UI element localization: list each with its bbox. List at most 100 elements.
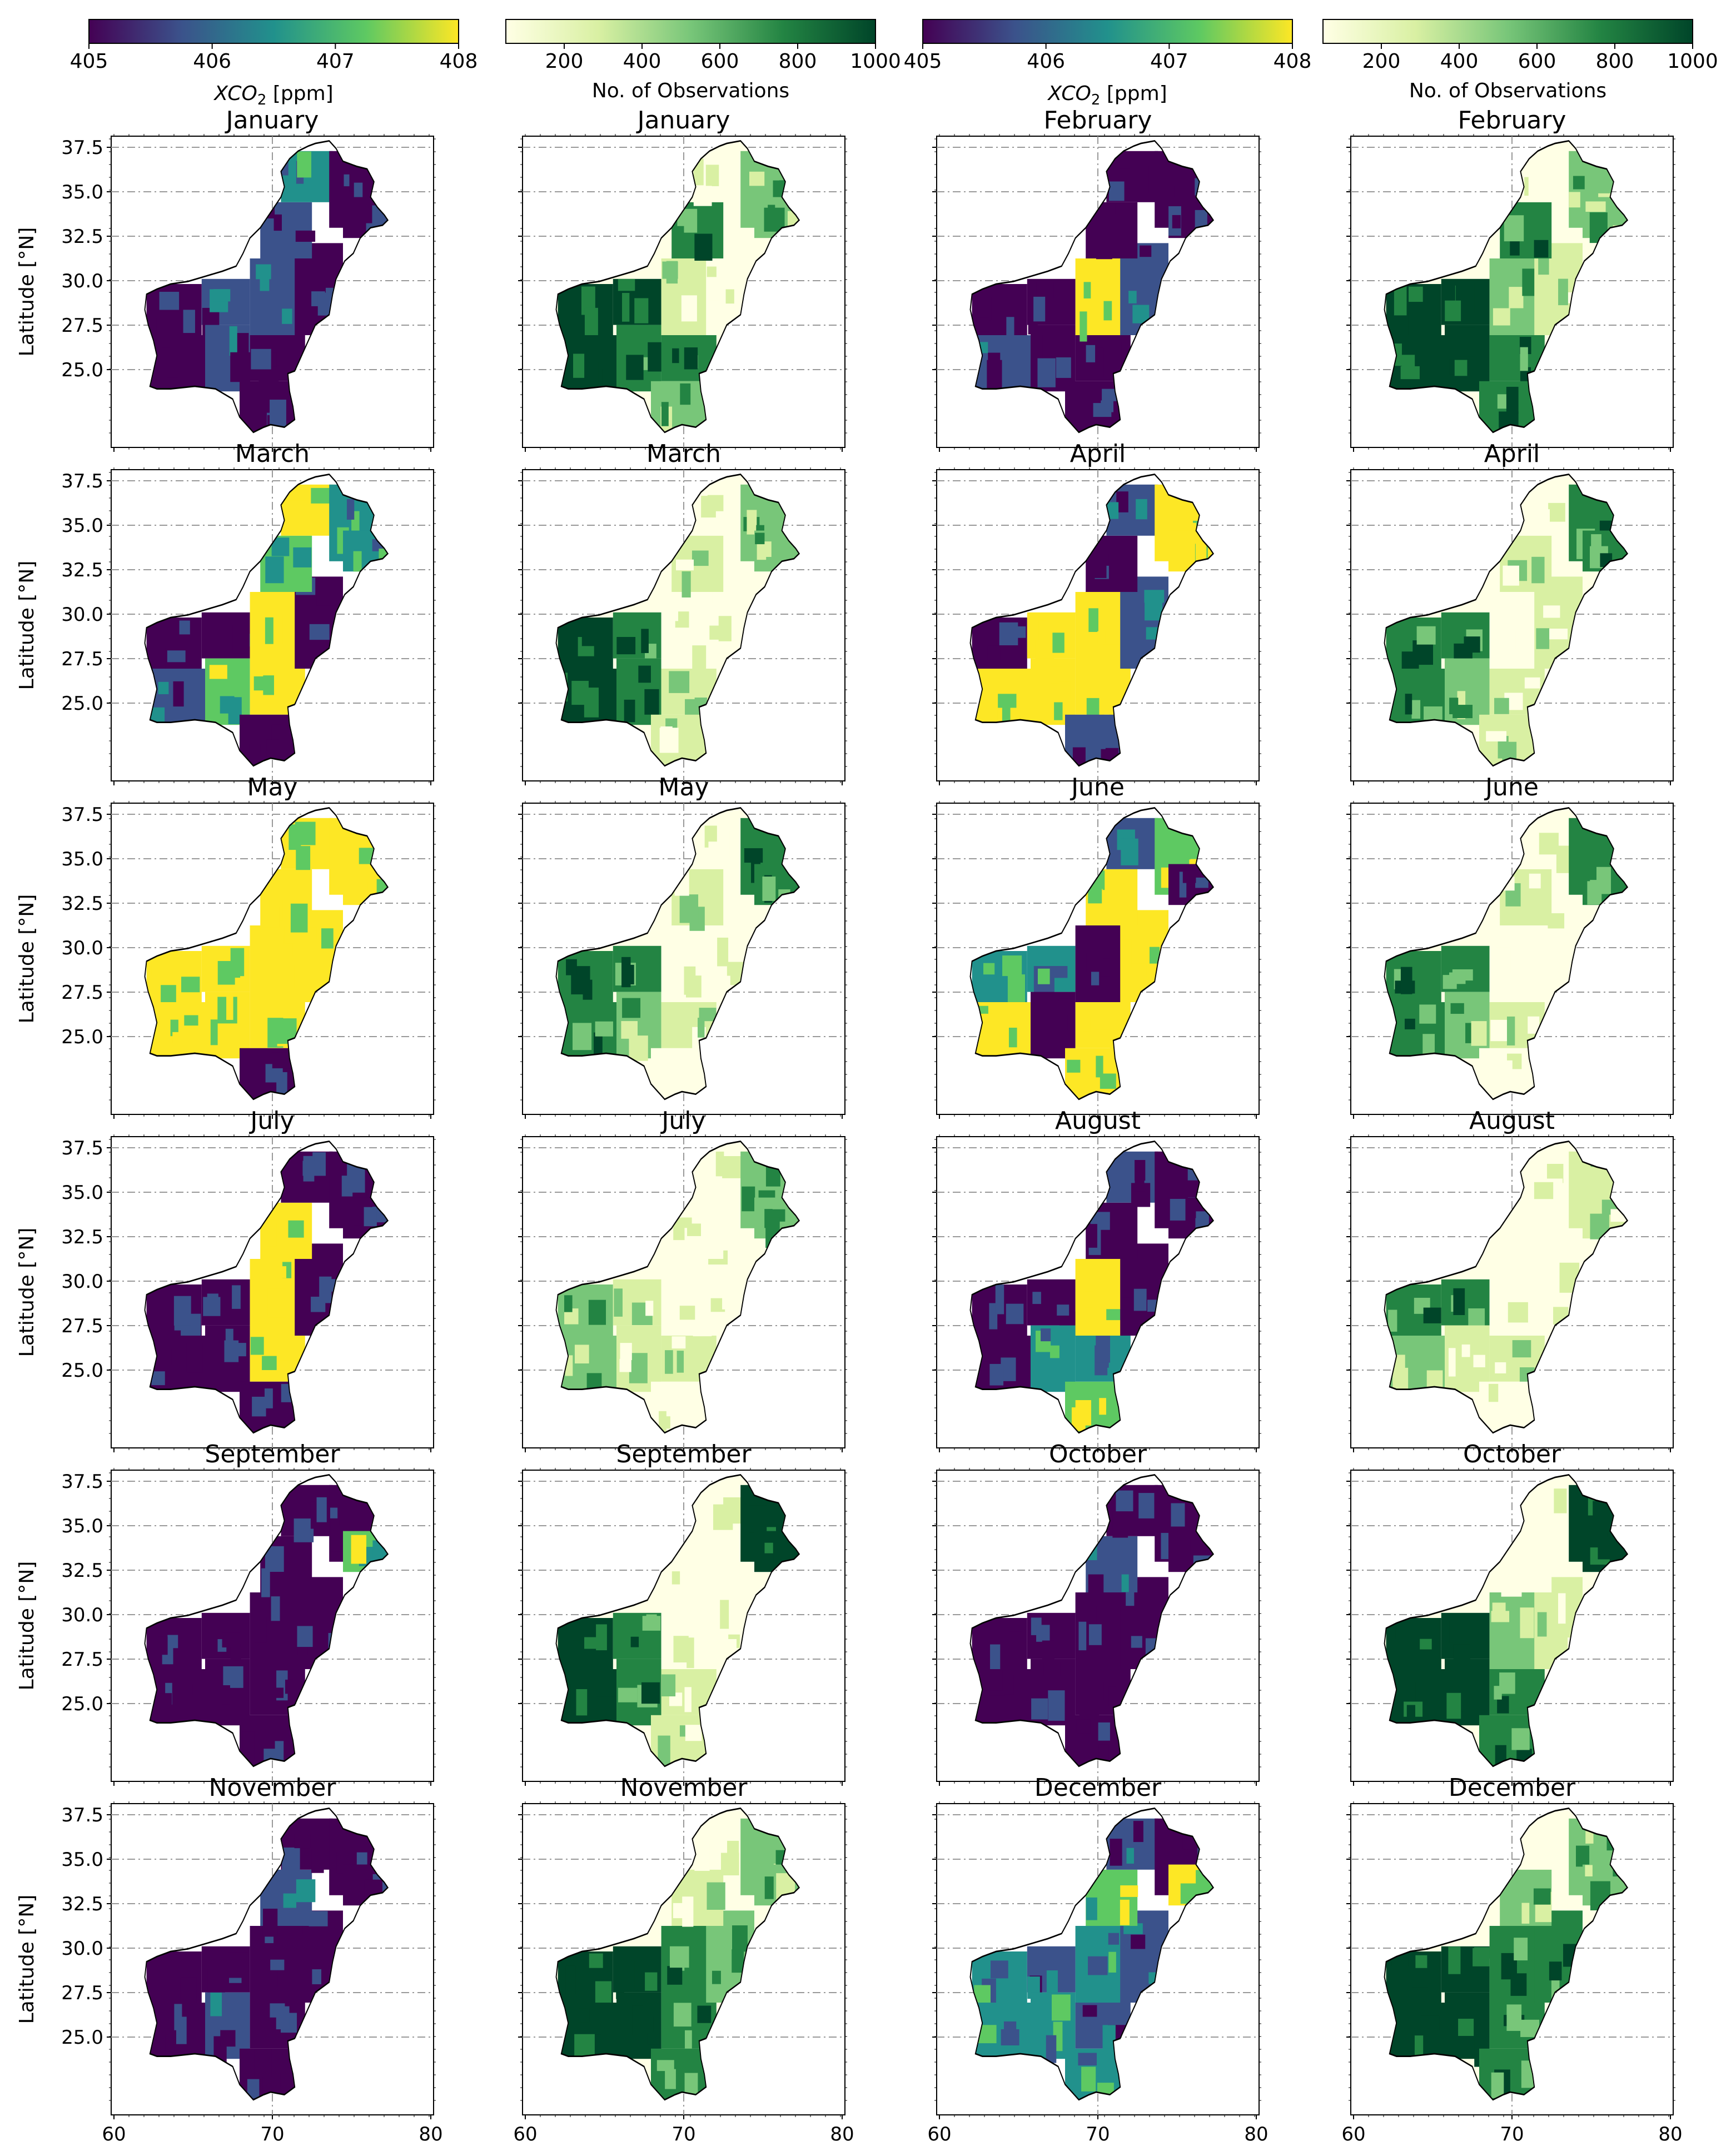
district-region — [977, 297, 992, 321]
district-region — [732, 1949, 744, 1973]
district-region — [181, 977, 200, 993]
district-region — [707, 495, 724, 511]
y-tick-label: 35.0 — [61, 848, 103, 870]
district-region — [1529, 833, 1540, 853]
district-region — [1170, 1198, 1186, 1221]
district-region — [624, 699, 635, 723]
colorbar-label: No. of Observations — [592, 79, 789, 102]
district-region — [1002, 955, 1022, 977]
district-region — [685, 1725, 702, 1741]
district-region — [1106, 1309, 1121, 1321]
map-panel-march-xco2: March 37.5 35.0 32.5 30.0 27.5 25.0 Latitude [°… — [16, 440, 436, 785]
district-region — [707, 1882, 725, 1910]
district-region — [251, 1597, 267, 1617]
district-region — [1149, 947, 1160, 964]
district-region — [764, 1876, 774, 1899]
district-region — [1409, 286, 1423, 302]
district-region — [1131, 1934, 1146, 1949]
district-region — [1086, 345, 1096, 362]
district-region — [294, 1518, 314, 1542]
district-region — [982, 1670, 1003, 1691]
district-region — [353, 1214, 364, 1226]
district-region — [1593, 1501, 1603, 1521]
district-region — [226, 995, 233, 1020]
district-region — [1086, 1224, 1097, 1248]
district-region — [1556, 845, 1570, 873]
district-region — [1488, 1383, 1499, 1402]
y-tick-label: 32.5 — [61, 1226, 103, 1248]
y-tick-label: 25.0 — [61, 1693, 103, 1715]
map-panel-december-observations: December607080Longitude [°E] — [1341, 1774, 1682, 2141]
district-region — [275, 1741, 284, 1765]
district-region — [1388, 1310, 1397, 1332]
district-region — [1512, 1340, 1531, 1358]
district-region — [209, 665, 227, 679]
district-region — [263, 699, 277, 713]
district-region — [311, 1849, 324, 1873]
district-region — [253, 676, 268, 691]
district-region — [692, 550, 709, 566]
district-region — [1509, 1075, 1524, 1090]
district-region — [1548, 502, 1565, 522]
district-region — [1524, 677, 1540, 689]
district-region — [262, 1909, 278, 1937]
district-region — [727, 1840, 739, 1856]
district-region — [1496, 947, 1511, 973]
district-region — [990, 1644, 1001, 1674]
district-region — [642, 1616, 661, 1631]
district-region — [1448, 1348, 1456, 1377]
y-tick-label: 27.5 — [61, 315, 103, 337]
panel-title: April — [1070, 440, 1126, 468]
district-region — [629, 1353, 648, 1383]
district-region — [574, 2034, 595, 2057]
district-region — [1453, 1288, 1465, 1316]
map-panel-october-xco2: October — [932, 1440, 1261, 1786]
district-region — [1136, 499, 1147, 520]
district-region — [297, 151, 311, 178]
colorbar-xco2: 405 406 407 408 XCO2 [ppm] — [70, 19, 477, 108]
district-region — [1494, 1686, 1502, 1700]
colorbar-label: XCO2 [ppm] — [213, 82, 333, 108]
district-region — [594, 1032, 603, 1054]
district-region — [283, 1893, 296, 1908]
district-region — [254, 2049, 272, 2077]
district-region — [162, 347, 170, 367]
panel-title: August — [1055, 1107, 1141, 1135]
district-region — [1116, 1490, 1133, 1512]
district-region — [1172, 215, 1181, 228]
district-region — [1171, 1503, 1185, 1527]
district-region — [707, 266, 717, 277]
district-region — [755, 532, 765, 545]
y-tick-label: 32.5 — [61, 559, 103, 581]
district-region — [572, 1023, 592, 1050]
district-region — [1504, 215, 1524, 242]
district-region — [1407, 1648, 1418, 1673]
district-region — [1497, 1696, 1509, 1714]
district-region — [1585, 1831, 1594, 1844]
district-region — [1490, 1277, 1504, 1296]
district-region — [230, 352, 250, 382]
district-region — [644, 689, 659, 715]
colorbar-observations: 200 400 600 800 1000 No. of Observations — [505, 19, 901, 102]
map-panel-july-xco2: July 37.5 35.0 32.5 30.0 27.5 25.0 Latitude [°N… — [16, 1107, 436, 1452]
colorbar-observations: 200 400 600 800 1000 No. of Observations — [1322, 19, 1718, 102]
district-region — [252, 1396, 266, 1417]
district-region — [1097, 203, 1116, 215]
y-tick-label: 27.5 — [61, 1649, 103, 1671]
district-region — [1082, 2005, 1097, 2017]
district-region — [1138, 1493, 1155, 1518]
colorbar-tick-label: 405 — [70, 50, 108, 73]
district-region — [1508, 1302, 1528, 1323]
district-region — [681, 295, 697, 322]
district-region — [1182, 870, 1196, 883]
map-panels: January 37.5 35.0 32.5 30.0 27.5 25.0 Latitude … — [16, 106, 1683, 2141]
district-region — [1059, 681, 1071, 699]
district-region — [220, 2030, 236, 2047]
district-region — [596, 1624, 607, 1651]
district-region — [749, 1505, 767, 1533]
district-region — [1598, 1537, 1617, 1560]
district-region — [620, 1343, 632, 1361]
map-panel-october-observations: October — [1346, 1440, 1675, 1786]
district-region — [1083, 282, 1091, 298]
y-axis-label: Latitude [°N] — [16, 1561, 38, 1691]
